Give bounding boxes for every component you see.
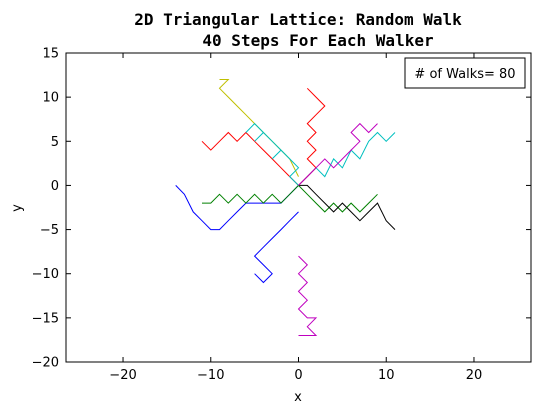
walks-count-legend: # of Walks= 80 bbox=[405, 58, 525, 88]
x-axis-label: x bbox=[294, 390, 302, 405]
walk-path bbox=[246, 124, 299, 186]
chart-title-line1: 2D Triangular Lattice: Random Walk bbox=[134, 10, 462, 29]
walk-path bbox=[299, 256, 317, 335]
plot-frame bbox=[66, 53, 531, 362]
walk-paths bbox=[176, 80, 395, 336]
y-tick-label: −10 bbox=[32, 267, 59, 282]
y-tick-label: 10 bbox=[42, 91, 59, 106]
y-tick-label: 5 bbox=[51, 135, 59, 150]
walk-path bbox=[202, 185, 299, 203]
y-tick-label: −5 bbox=[40, 223, 59, 238]
walk-path bbox=[176, 185, 299, 229]
x-tick-label: −20 bbox=[109, 368, 136, 383]
x-axis-ticks: −20 −10 0 10 20 bbox=[109, 53, 482, 383]
walk-path bbox=[299, 133, 396, 186]
y-axis-ticks: −20 −15 −10 −5 0 5 10 15 bbox=[32, 47, 531, 371]
x-tick-label: 10 bbox=[378, 368, 395, 383]
y-tick-label: 15 bbox=[42, 47, 59, 62]
chart-title-line2: 40 Steps For Each Walker bbox=[202, 31, 433, 50]
y-tick-label: −15 bbox=[32, 311, 59, 326]
walk-path bbox=[255, 212, 299, 283]
walk-path bbox=[202, 133, 299, 186]
walk-path bbox=[299, 88, 325, 185]
x-tick-label: 0 bbox=[294, 368, 302, 383]
walk-path bbox=[299, 185, 396, 229]
y-axis-label: y bbox=[10, 204, 25, 212]
walks-count-text: # of Walks= 80 bbox=[414, 67, 515, 82]
y-tick-label: 0 bbox=[51, 179, 59, 194]
x-tick-label: −10 bbox=[197, 368, 224, 383]
x-tick-label: 20 bbox=[466, 368, 483, 383]
y-tick-label: −20 bbox=[32, 356, 59, 371]
walk-path bbox=[299, 124, 378, 186]
